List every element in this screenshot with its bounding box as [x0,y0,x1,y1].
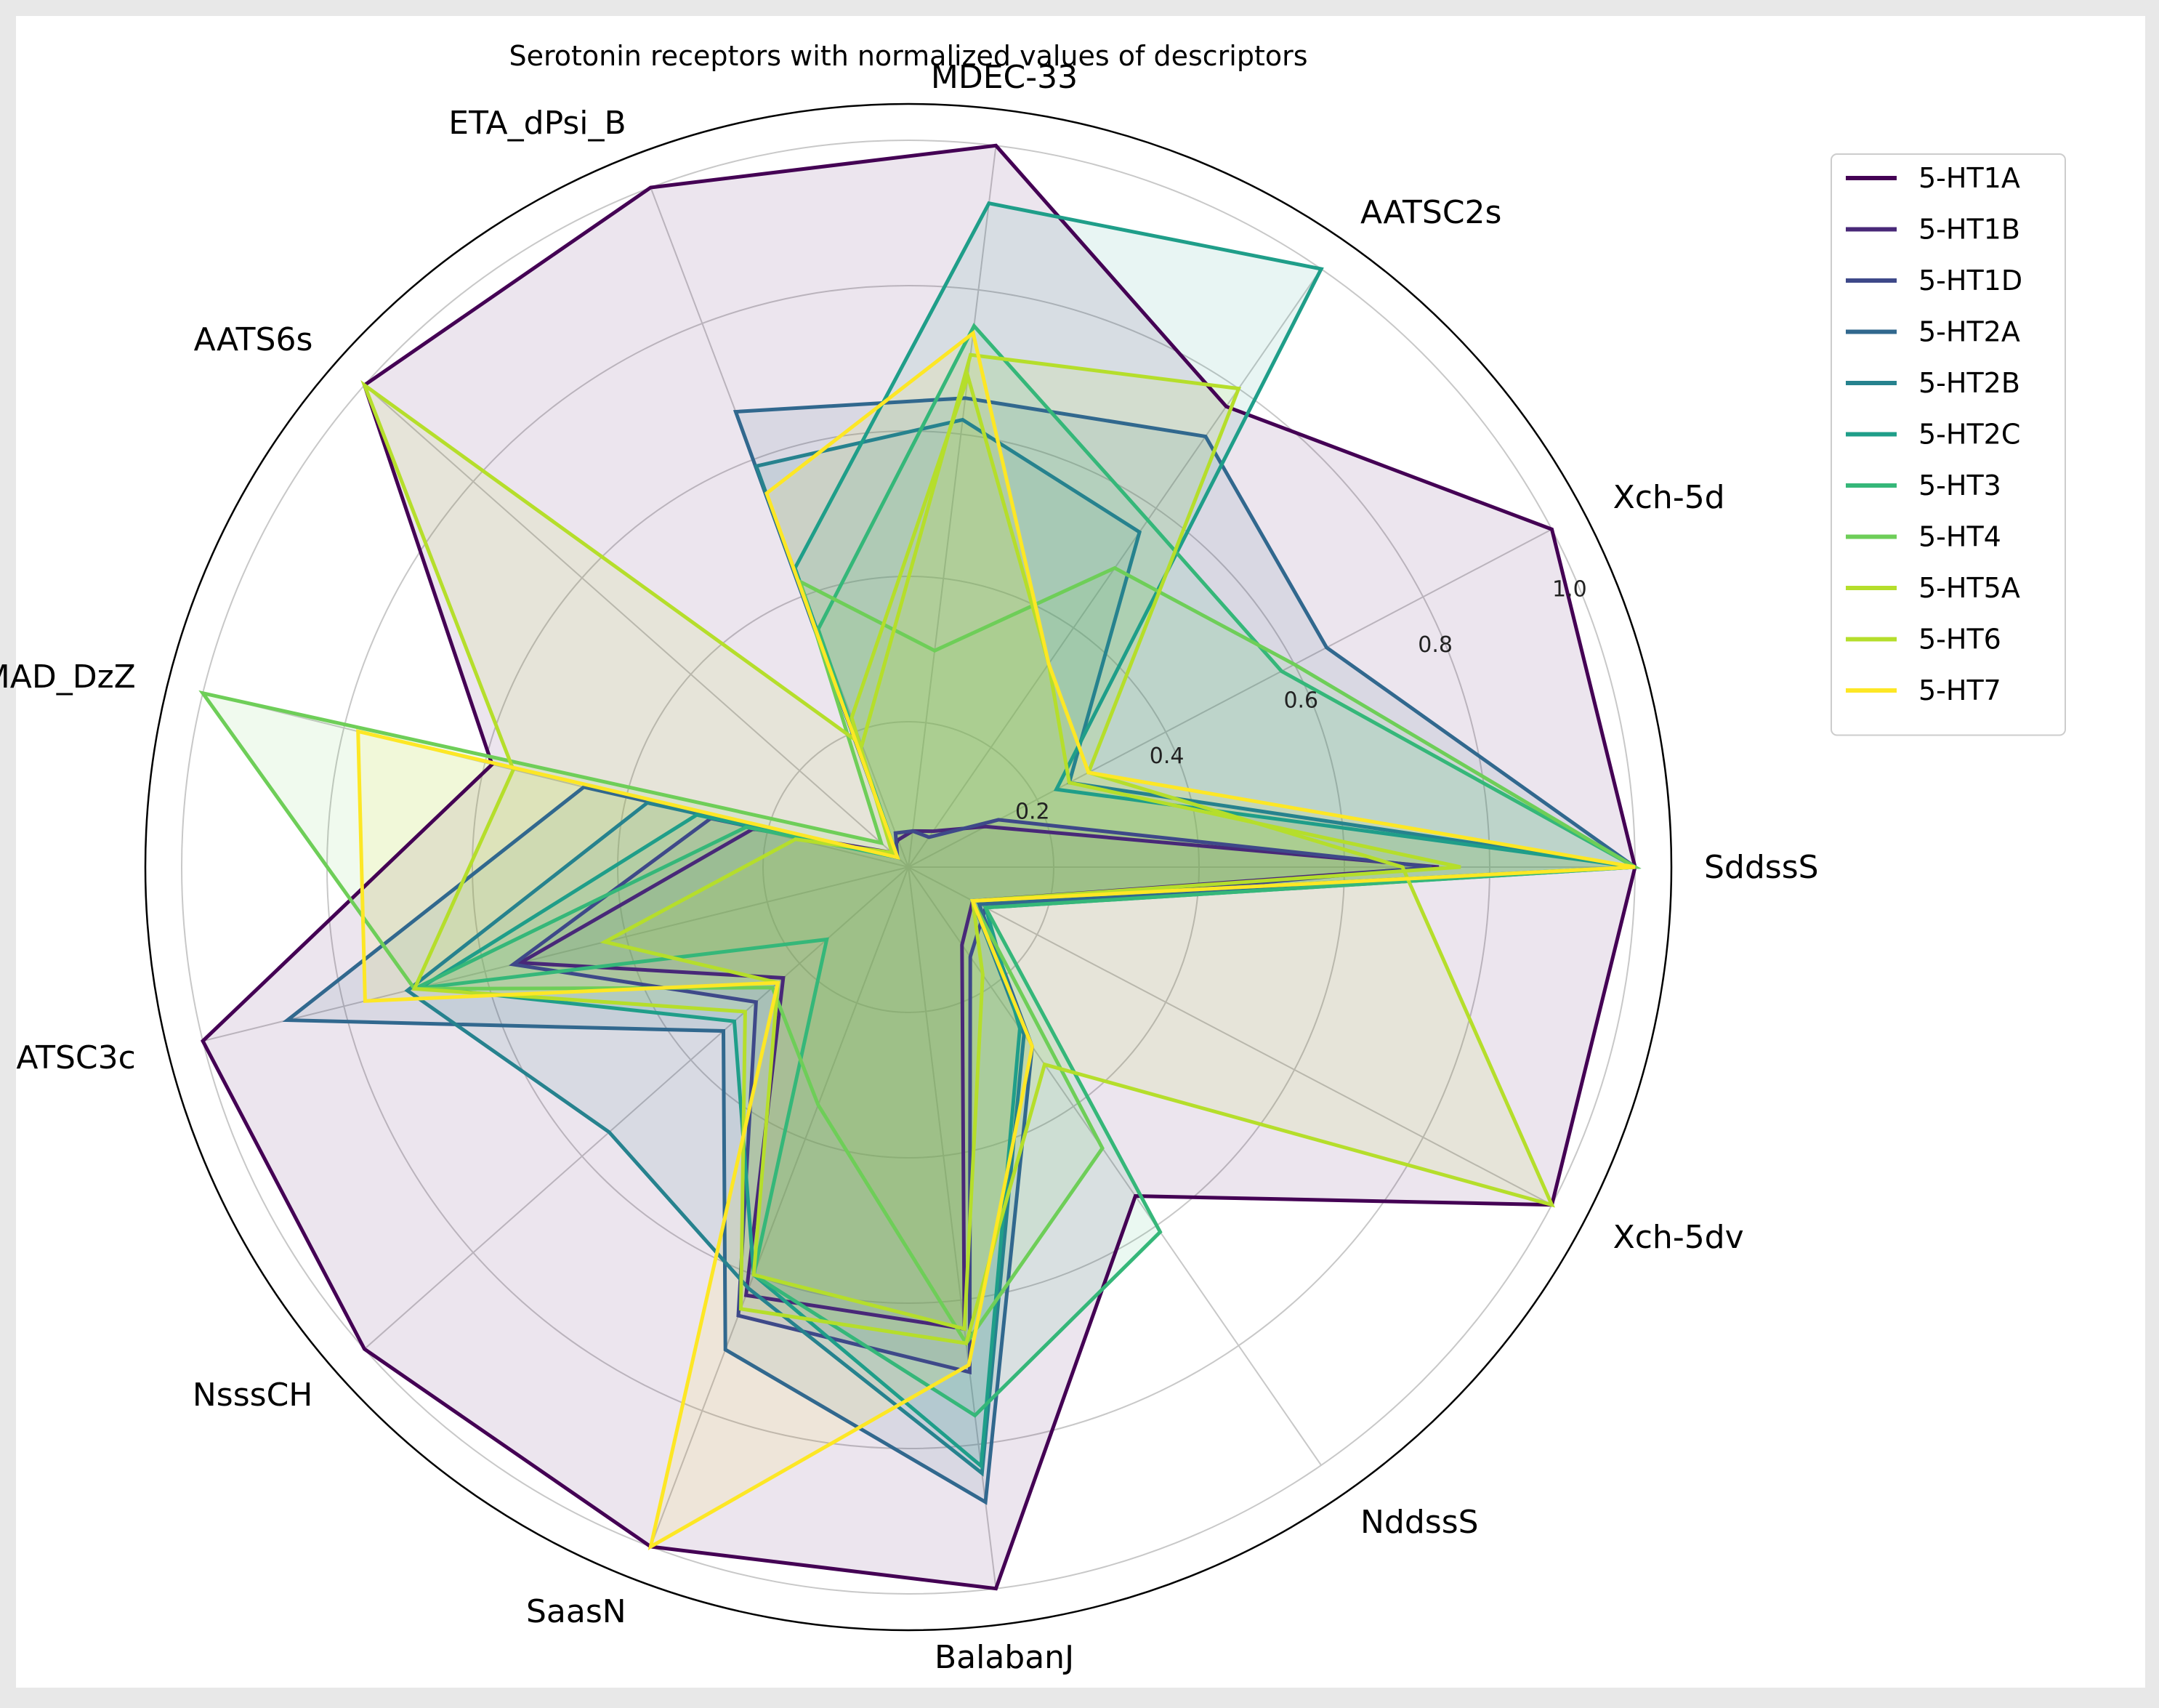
legend-label: 5-HT5A [1918,572,2020,604]
polar-area: 0.2 0.4 0.6 0.8 1.0 SddssS Xch-5d AATSC2s MDEC-3… [0,59,1819,1676]
axis-label: Xch-5d [1613,479,1725,516]
axis-label: SaasN [526,1593,626,1630]
series-area-5-HT4 [203,568,1636,1344]
legend-label: 5-HT1A [1918,162,2020,194]
axis-label: BalabanJ [935,1639,1074,1676]
grid-spoke [363,384,909,868]
axis-label: AATS6s [194,321,313,358]
grid-spoke [363,866,909,1350]
r-tick-label: 0.6 [1283,688,1318,713]
series-area-5-HT2B [407,419,1635,1473]
legend-label: 5-HT7 [1918,674,2001,706]
series-area-5-HT1A [203,145,1636,1589]
axis-label: SpMAD_DzZ [0,658,136,696]
series-area-5-HT1D [513,818,1432,1372]
series-area-5-HT1B [520,826,1439,1329]
axis-label: NsssCH [193,1377,313,1414]
legend-label: 5-HT3 [1918,470,2001,501]
axis-label: SddssS [1704,849,1819,886]
legend-label: 5-HT1B [1918,214,2020,246]
series-area-5-HT7 [358,333,1636,1547]
series-line-5-HT6 [360,353,1555,1346]
series-area-5-HT2C [421,203,1635,1466]
legend-label: 5-HT4 [1918,521,2001,553]
chart-title: Serotonin receptors with normalized valu… [509,40,1307,72]
legend-label: 5-HT2A [1918,316,2020,348]
axis-label: Xch-5dv [1613,1219,1744,1256]
grid-spoke [650,866,909,1547]
legend: 5-HT1A 5-HT1B 5-HT1D 5-HT2A 5-HT2B 5-HT2C 5-HT… [1831,153,2066,736]
series-area-5-HT6 [364,355,1552,1344]
grid-spoke [908,528,1552,868]
axis-label: ATSC3c [16,1039,135,1076]
grid-spoke [202,692,909,868]
grid-spoke [908,866,1552,1206]
grid-spoke [908,145,997,868]
axis-label: ETA_dPsi_B [448,105,626,142]
legend-label: 5-HT2C [1918,419,2020,451]
axis-label: NddssS [1360,1504,1479,1541]
legend-label: 5-HT1D [1918,265,2022,297]
series-line-5-HT2B [404,417,1636,1477]
axis-label: MDEC-33 [931,59,1078,96]
grid-spoke [908,866,1322,1466]
r-tick-label: 0.8 [1418,632,1453,658]
series-area-5-HT5A [605,376,1461,1329]
series-line-5-HT1B [514,824,1440,1332]
series-line-5-HT3 [413,323,1642,1418]
r-tick-label: 0.4 [1150,744,1185,769]
legend-label: 5-HT6 [1918,624,2001,656]
series-lines [198,143,1642,1591]
series-line-5-HT7 [356,330,1636,1550]
r-tick-label: 1.0 [1552,576,1587,602]
axis-label: AATSC2s [1360,194,1501,231]
series-line-5-HT2A [282,396,1641,1505]
series-line-5-HT1A [201,143,1637,1591]
legend-label: 5-HT2B [1918,367,2020,399]
series-line-5-HT5A [600,370,1461,1332]
grid-spoke [202,866,909,1042]
series-area-5-HT3 [414,326,1635,1416]
series-line-5-HT2C [416,201,1636,1470]
series-line-5-HT4 [198,565,1642,1347]
r-tick-label: 0.2 [1015,799,1050,825]
